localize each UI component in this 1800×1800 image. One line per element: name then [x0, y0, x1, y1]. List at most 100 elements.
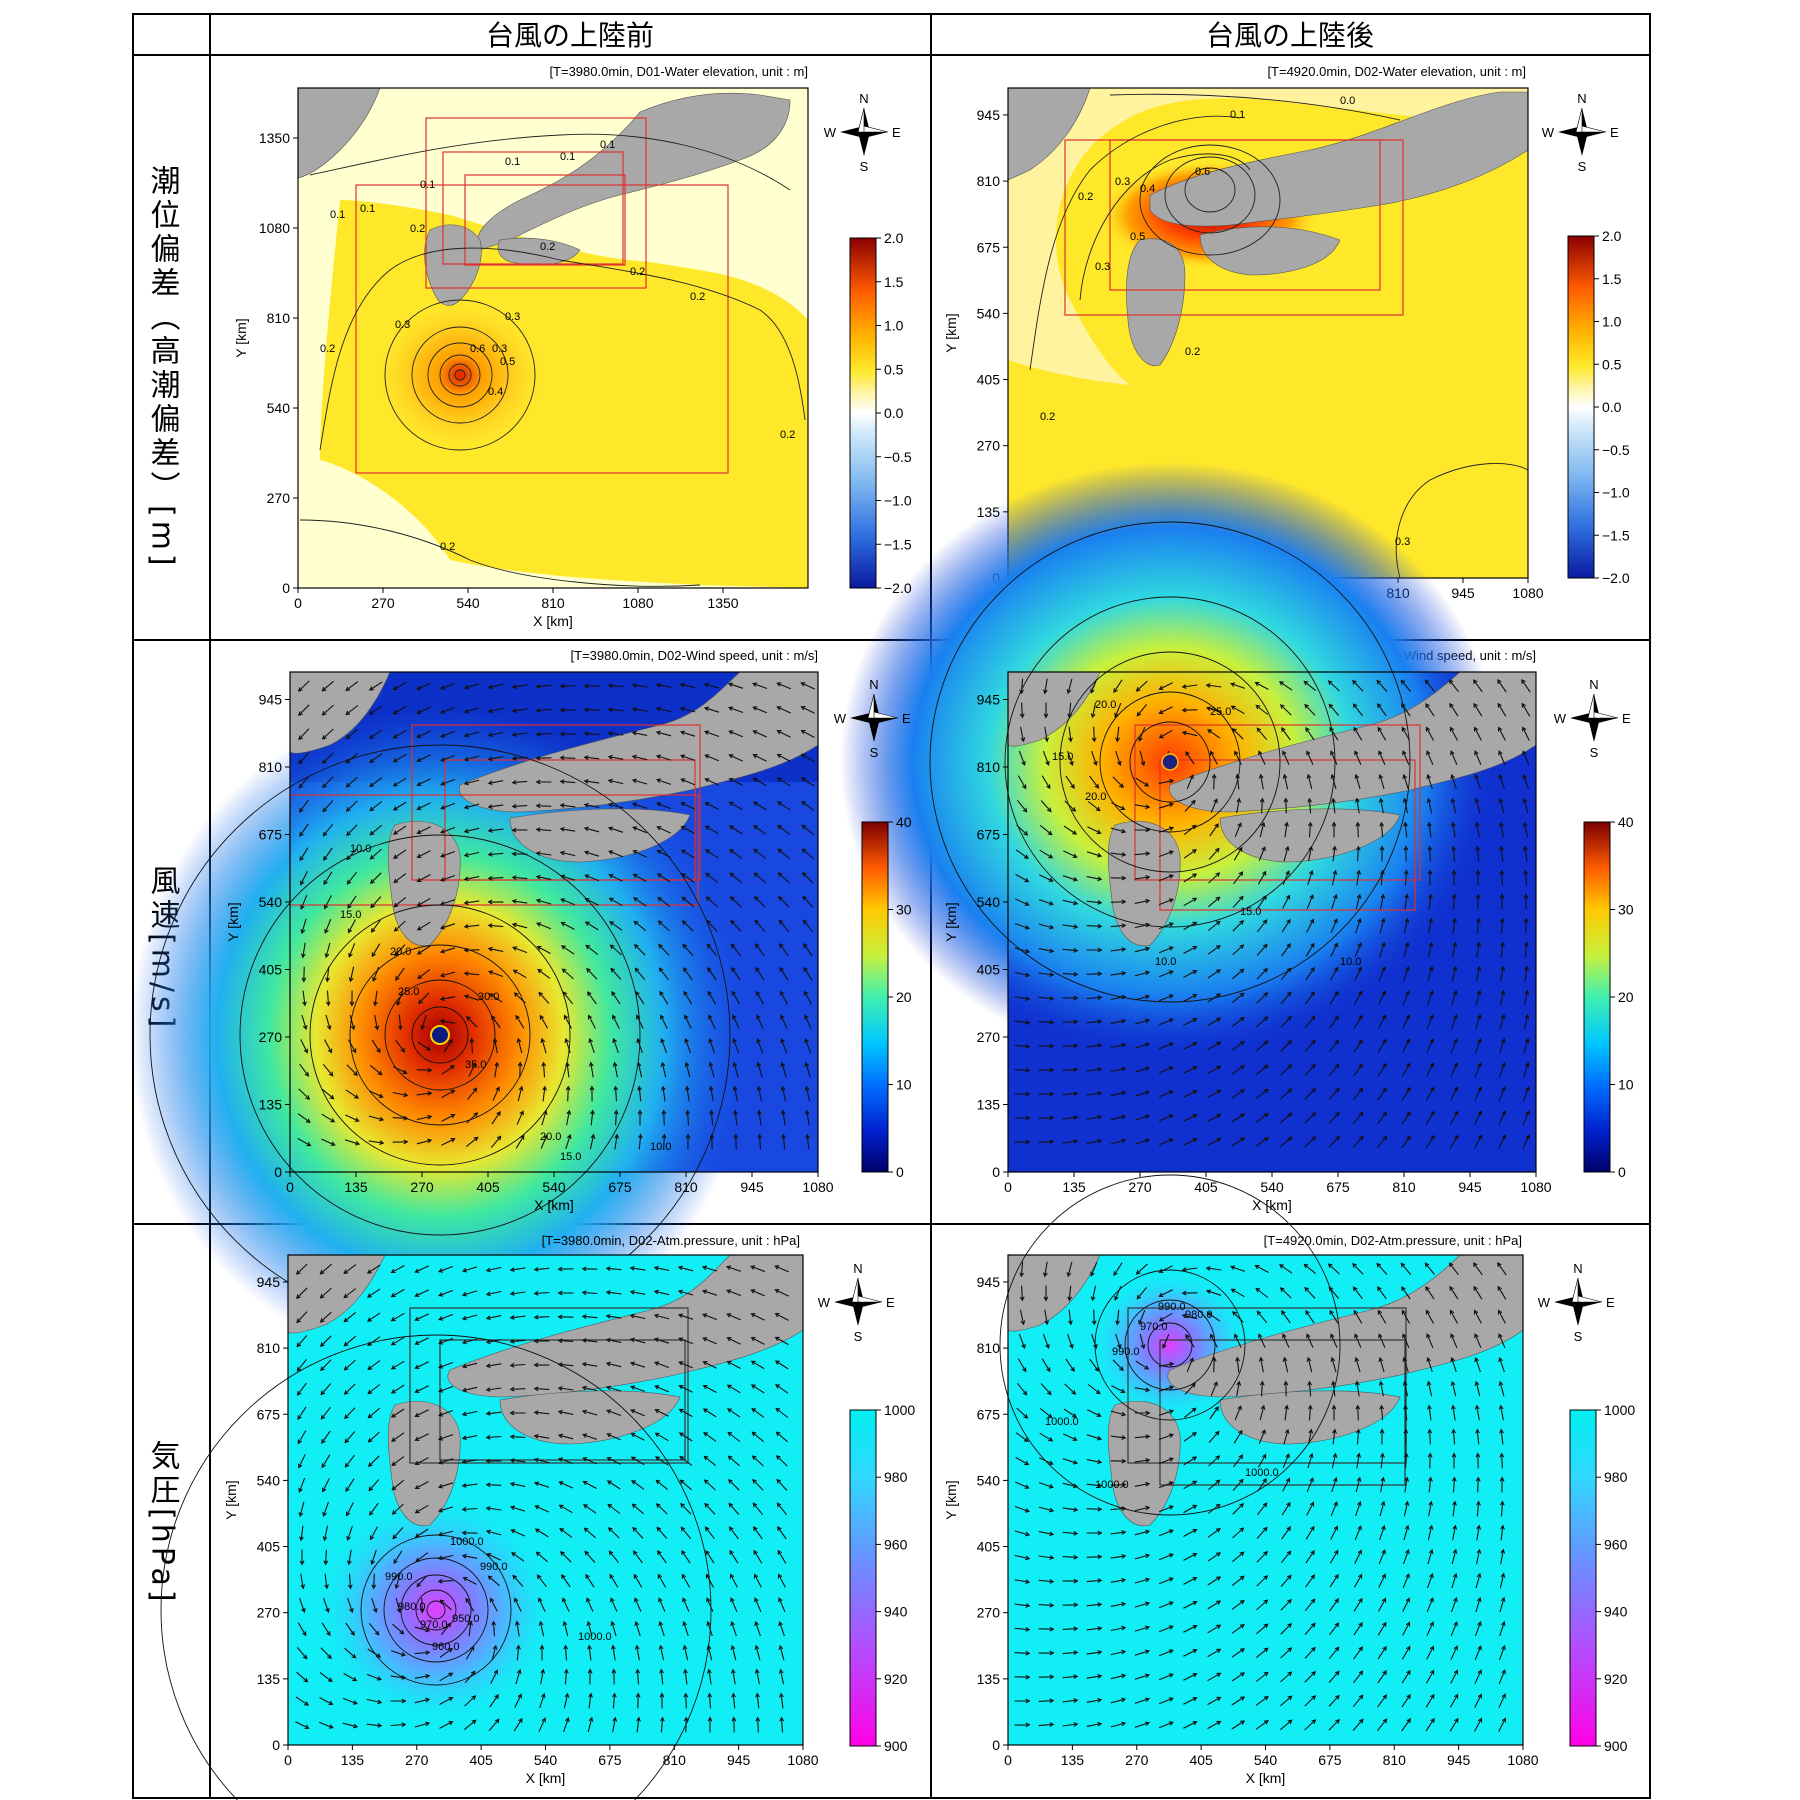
wind-arrow — [1475, 1476, 1481, 1493]
wind-arrow — [536, 1574, 547, 1588]
wind-arrow — [298, 728, 310, 741]
x-tick-label: 270 — [405, 1752, 429, 1768]
wind-arrow — [559, 850, 576, 857]
wind-arrow — [588, 1061, 594, 1078]
wind-arrow — [1353, 1063, 1363, 1077]
wind-arrow — [681, 896, 695, 908]
wind-arrow — [297, 1622, 307, 1637]
contour-label: 0.2 — [1078, 191, 1093, 203]
compass-west-label: W — [1542, 125, 1555, 140]
wind-arrow — [1232, 1502, 1245, 1515]
wind-arrow — [345, 705, 359, 716]
y-axis-label: Y [km] — [943, 313, 959, 352]
land-honshu — [459, 671, 819, 813]
contour-label: 0.6 — [470, 343, 485, 355]
wind-arrow — [1452, 917, 1457, 934]
wind-arrow — [533, 1457, 550, 1464]
wind-arrow — [1305, 991, 1316, 1005]
wind-arrow — [1498, 1669, 1506, 1685]
wind-arrow — [1521, 678, 1531, 693]
wind-arrow — [323, 895, 332, 910]
wind-arrow — [750, 1336, 765, 1345]
wind-arrow — [414, 1504, 429, 1514]
wind-arrow — [1110, 827, 1127, 834]
wind-arrow — [754, 943, 765, 957]
wind-arrow — [492, 1037, 498, 1054]
wind-arrow — [1233, 1429, 1243, 1444]
wind-arrow — [1136, 703, 1148, 717]
wind-arrow — [1110, 1410, 1127, 1417]
compass-west-label: W — [824, 125, 837, 140]
wind-arrow — [1401, 1693, 1411, 1708]
wind-arrow — [325, 990, 331, 1007]
wind-arrow — [1498, 1062, 1506, 1078]
x-tick-label: 0 — [1004, 1179, 1012, 1195]
wind-arrow — [536, 945, 551, 954]
wind-arrow — [727, 1431, 741, 1442]
wind-arrow — [1428, 893, 1433, 910]
wind-arrow — [702, 1408, 717, 1418]
wind-arrow — [1475, 869, 1481, 886]
wind-arrow — [607, 1527, 620, 1539]
wind-arrow — [1211, 773, 1217, 790]
wind-arrow — [463, 900, 480, 906]
wind-arrow — [728, 1502, 740, 1515]
x-tick-label: 540 — [1254, 1752, 1278, 1768]
wind-arrow — [754, 1597, 762, 1613]
contour-label: 0.1 — [1230, 109, 1245, 121]
wind-arrow — [582, 1457, 597, 1465]
wind-arrow — [1307, 797, 1313, 814]
wind-arrow — [414, 1289, 429, 1297]
wind-arrow — [682, 1597, 690, 1612]
wind-arrow — [1158, 874, 1174, 882]
wind-arrow — [1427, 1524, 1434, 1541]
wind-arrow — [1134, 804, 1151, 810]
wind-arrow — [511, 779, 528, 785]
wind-arrow — [1135, 777, 1150, 787]
wind-arrow — [614, 1133, 620, 1150]
wind-arrow — [706, 1620, 713, 1637]
wind-vectors — [297, 680, 815, 1150]
colorbar-tick-label: −0.5 — [1602, 442, 1630, 458]
wind-arrow — [1450, 1669, 1459, 1684]
wind-arrow — [1498, 1086, 1506, 1102]
y-tick-label: 810 — [267, 310, 291, 326]
wind-arrow — [1043, 702, 1049, 719]
compass-west-label: W — [1538, 1295, 1551, 1310]
wind-arrow — [517, 1085, 524, 1102]
wind-arrow — [296, 1335, 308, 1348]
colorbar-tick-label: 30 — [896, 902, 912, 918]
wind-arrow — [1183, 1576, 1198, 1585]
wind-arrow — [414, 1457, 429, 1466]
wind-arrow — [438, 1337, 454, 1345]
colorbar-scale — [849, 1409, 877, 1747]
wind-arrow — [1234, 750, 1242, 765]
wind-arrow — [300, 918, 307, 935]
wind-arrow — [533, 1290, 550, 1296]
wind-arrow — [655, 754, 672, 761]
wind-arrow — [1158, 778, 1175, 784]
wind-arrow — [533, 1314, 550, 1320]
wind-arrow — [1183, 1504, 1198, 1514]
wind-arrow — [370, 896, 382, 909]
wind-arrow — [1353, 1573, 1363, 1588]
wind-arrow — [1086, 1138, 1103, 1144]
wind-arrow — [322, 800, 334, 813]
wind-arrow — [1207, 1648, 1222, 1658]
wind-arrow — [345, 1502, 354, 1517]
wind-arrow — [1380, 893, 1386, 910]
wind-arrow — [464, 1695, 477, 1707]
wind-arrow — [392, 1527, 404, 1540]
wind-arrow — [753, 848, 767, 859]
wind-arrow — [636, 1716, 641, 1733]
wind-arrow — [1280, 1598, 1292, 1611]
wind-arrow — [414, 1385, 429, 1393]
wind-arrow — [533, 1386, 550, 1392]
wind-arrow — [1232, 919, 1245, 932]
wind-arrow — [1042, 750, 1050, 766]
wind-arrow — [1062, 1458, 1079, 1465]
x-tick-label: 675 — [598, 1752, 622, 1768]
wind-arrow — [1401, 1062, 1411, 1077]
compass-east-label: E — [1606, 1295, 1615, 1310]
wind-arrow — [1208, 896, 1221, 908]
